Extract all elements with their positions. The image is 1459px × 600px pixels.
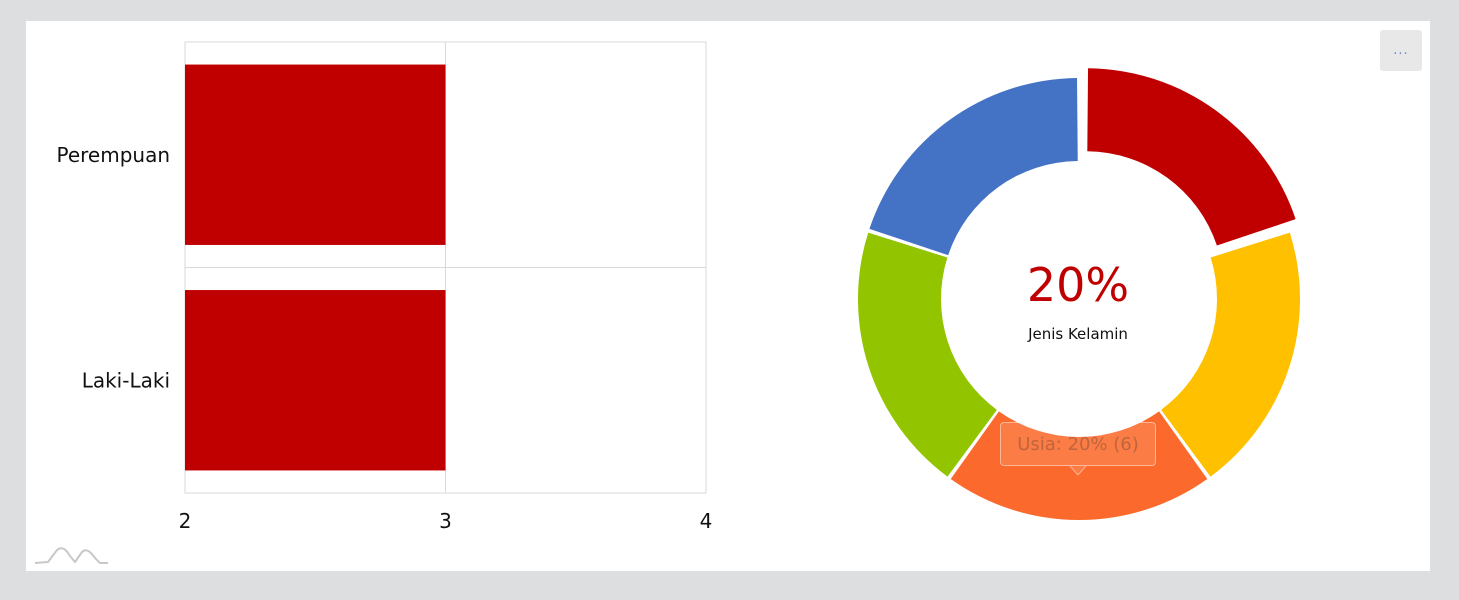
slice-tooltip: Usia: 20% (6) bbox=[1000, 422, 1156, 466]
donut-slice bbox=[869, 78, 1078, 256]
chart-library-logo bbox=[34, 547, 108, 564]
x-tick-label: 3 bbox=[439, 509, 452, 533]
tooltip-pointer bbox=[1069, 465, 1087, 476]
bar bbox=[185, 64, 446, 245]
bar bbox=[185, 290, 446, 471]
donut-slice bbox=[950, 411, 1208, 520]
x-tick-label: 2 bbox=[179, 509, 192, 533]
y-tick-label: Perempuan bbox=[56, 143, 170, 167]
donut-slice bbox=[1161, 232, 1300, 477]
y-tick-label: Laki-Laki bbox=[82, 368, 170, 392]
donut-slice bbox=[1087, 68, 1296, 246]
x-tick-label: 4 bbox=[700, 509, 713, 533]
donut-center-label: Jenis Kelamin bbox=[1028, 325, 1128, 343]
donut-slice bbox=[857, 232, 997, 477]
export-menu-button[interactable]: ... bbox=[1380, 30, 1422, 71]
donut-center-value: 20% bbox=[1026, 258, 1130, 312]
